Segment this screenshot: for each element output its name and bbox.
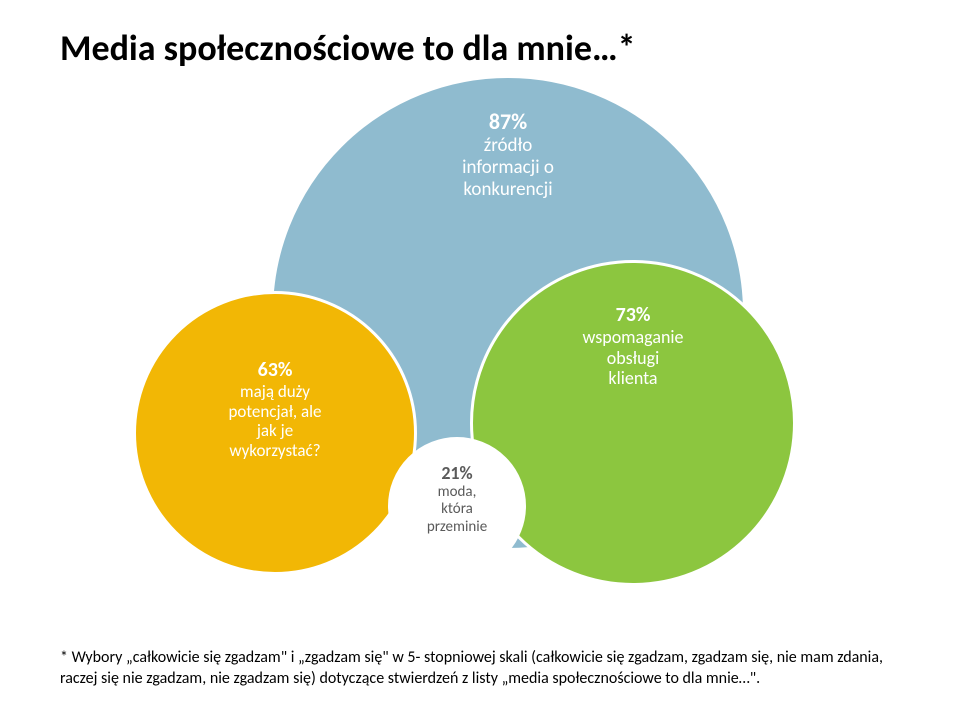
circle-white-pct: 21%	[441, 462, 472, 484]
circle-white: 21% moda, która przeminie	[388, 437, 526, 575]
circle-yellow-label: mają duży potencjał, ale jak je wykorzys…	[229, 382, 322, 460]
circle-green-label: wspomaganie obsługi klienta	[582, 327, 683, 389]
circle-green: 73% wspomaganie obsługi klienta	[470, 260, 796, 586]
circle-yellow: 63% mają duży potencjał, ale jak je wyko…	[133, 291, 417, 575]
bubble-chart: 87% źródło informacji o konkurencji 73% …	[0, 0, 960, 720]
circle-green-pct: 73%	[616, 303, 651, 327]
circle-yellow-pct: 63%	[258, 358, 293, 382]
circle-blue-label: źródło informacji o konkurencji	[462, 135, 554, 201]
circle-blue-pct: 87%	[489, 108, 527, 135]
circle-white-label: moda, która przeminie	[427, 484, 487, 536]
footnote: * Wybory „całkowicie się zgadzam" i „zga…	[60, 648, 900, 690]
slide: Media społecznościowe to dla mnie…* 87% …	[0, 0, 960, 720]
